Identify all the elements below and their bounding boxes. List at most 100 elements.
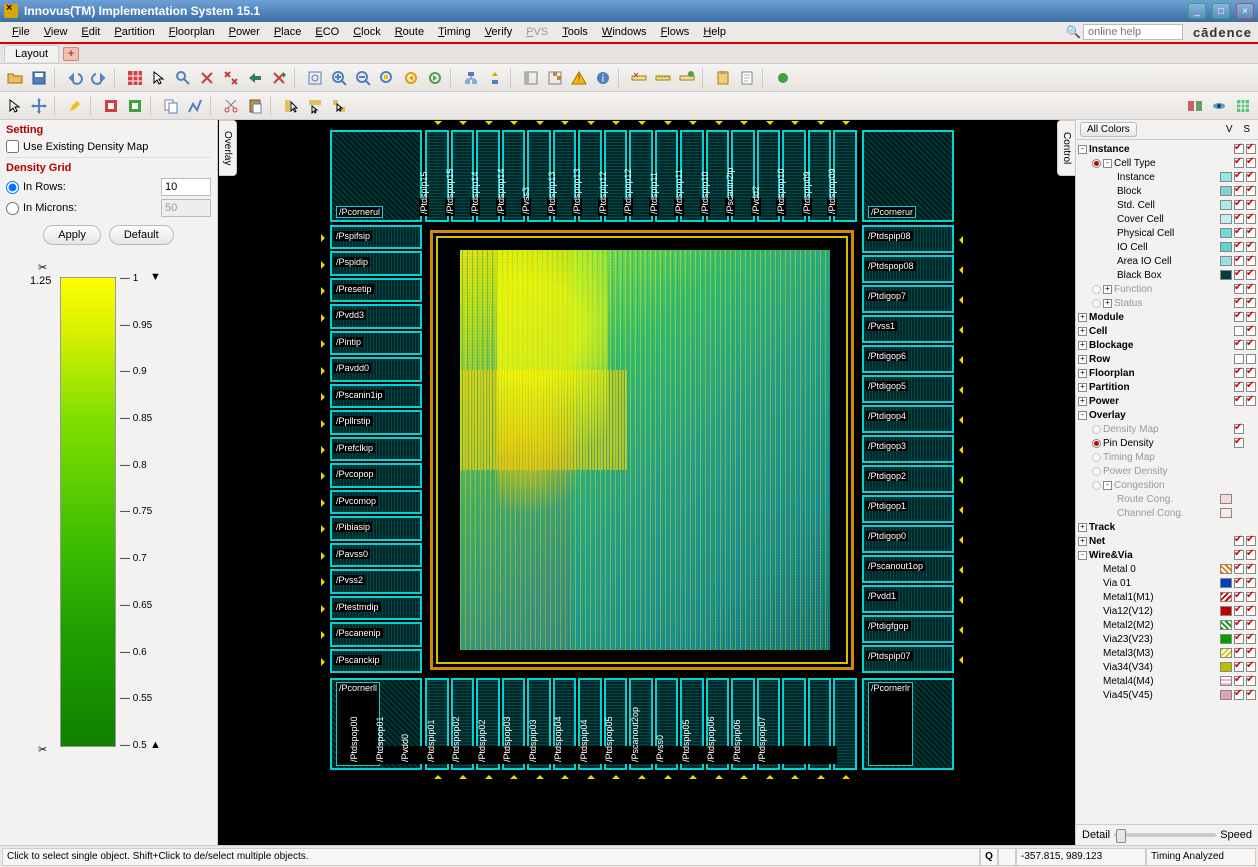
tree-row[interactable]: Via23(V23): [1076, 632, 1258, 646]
tree-expand[interactable]: +: [1078, 369, 1087, 378]
record-icon[interactable]: [772, 67, 794, 89]
zoom-in-icon[interactable]: [328, 67, 350, 89]
layout-canvas[interactable]: /Pcornerul/Pcornerur/Pcornerll/Pcornerlr…: [218, 120, 1075, 845]
select-checkbox[interactable]: [1246, 256, 1256, 266]
control-tab[interactable]: Control: [1057, 120, 1075, 176]
tree-radio[interactable]: [1092, 425, 1101, 434]
panel-l-icon[interactable]: [520, 67, 542, 89]
tree-row[interactable]: -Overlay: [1076, 408, 1258, 422]
select-checkbox[interactable]: [1246, 340, 1256, 350]
pad-right[interactable]: /Ptdigop7: [862, 285, 954, 313]
tree-expand[interactable]: +: [1103, 299, 1112, 308]
pad-left[interactable]: /Pscanin1ip: [330, 384, 422, 408]
pad-left[interactable]: /Prefclkip: [330, 437, 422, 461]
color-swatch[interactable]: [1220, 186, 1232, 196]
tree-row[interactable]: Physical Cell: [1076, 226, 1258, 240]
tree-row[interactable]: +Power: [1076, 394, 1258, 408]
tree-expand[interactable]: +: [1078, 341, 1087, 350]
pad-right[interactable]: /Ptdigop1: [862, 495, 954, 523]
pad-right[interactable]: /Ptdigop3: [862, 435, 954, 463]
tree-row[interactable]: Metal2(M2): [1076, 618, 1258, 632]
color-swatch[interactable]: [1220, 256, 1232, 266]
tree-row[interactable]: Power Density: [1076, 464, 1258, 478]
visible-checkbox[interactable]: [1234, 676, 1244, 686]
pad-left[interactable]: /Pspifsip: [330, 225, 422, 249]
x2-cursor-icon[interactable]: [220, 67, 242, 89]
menu-route[interactable]: Route: [389, 24, 430, 40]
cursor-icon[interactable]: [148, 67, 170, 89]
color-swatch[interactable]: [1220, 172, 1232, 182]
tree-radio[interactable]: [1092, 439, 1101, 448]
rows-input[interactable]: [161, 178, 211, 196]
visible-checkbox[interactable]: [1234, 172, 1244, 182]
zoom-fit-icon[interactable]: [304, 67, 326, 89]
copy-icon[interactable]: [160, 95, 182, 117]
visible-checkbox[interactable]: [1234, 354, 1244, 364]
visible-checkbox[interactable]: [1234, 536, 1244, 546]
tree-row[interactable]: +Row: [1076, 352, 1258, 366]
tab-layout[interactable]: Layout: [4, 45, 59, 62]
menu-partition[interactable]: Partition: [108, 24, 160, 40]
menu-view[interactable]: View: [38, 24, 74, 40]
select-checkbox[interactable]: [1246, 368, 1256, 378]
select-checkbox[interactable]: [1246, 158, 1256, 168]
help-search-input[interactable]: [1083, 24, 1183, 40]
menu-windows[interactable]: Windows: [596, 24, 653, 40]
tree-row[interactable]: Black Box: [1076, 268, 1258, 282]
tree-expand[interactable]: +: [1078, 383, 1087, 392]
pad-right[interactable]: /Ptdigop6: [862, 345, 954, 373]
select-checkbox[interactable]: [1246, 676, 1256, 686]
color-swatch[interactable]: [1220, 228, 1232, 238]
select-checkbox[interactable]: [1246, 354, 1256, 364]
visible-checkbox[interactable]: [1234, 564, 1244, 574]
visible-checkbox[interactable]: [1234, 242, 1244, 252]
select-checkbox[interactable]: [1246, 606, 1256, 616]
snap1-icon[interactable]: [280, 95, 302, 117]
place-red-icon[interactable]: [100, 95, 122, 117]
tree-row[interactable]: Metal4(M4): [1076, 674, 1258, 688]
visible-checkbox[interactable]: [1234, 340, 1244, 350]
tree-row[interactable]: Route Cong.: [1076, 492, 1258, 506]
menu-floorplan[interactable]: Floorplan: [163, 24, 221, 40]
select-checkbox[interactable]: [1246, 648, 1256, 658]
tree-expand[interactable]: +: [1078, 537, 1087, 546]
ruler-icon[interactable]: [652, 67, 674, 89]
tree-row[interactable]: +Floorplan: [1076, 366, 1258, 380]
color-swatch[interactable]: [1220, 690, 1232, 700]
tree-row[interactable]: +Module: [1076, 310, 1258, 324]
visible-checkbox[interactable]: [1234, 648, 1244, 658]
cut-icon[interactable]: [220, 95, 242, 117]
grid-red-icon[interactable]: [124, 67, 146, 89]
pad-bottom[interactable]: /Ptdspop07: [833, 678, 857, 770]
zoom-next-icon[interactable]: [424, 67, 446, 89]
menu-verify[interactable]: Verify: [479, 24, 519, 40]
select-checkbox[interactable]: [1246, 592, 1256, 602]
tree-row[interactable]: +Partition: [1076, 380, 1258, 394]
tree-row[interactable]: Via45(V45): [1076, 688, 1258, 702]
visible-checkbox[interactable]: [1234, 424, 1244, 434]
pad-left[interactable]: /Pvss2: [330, 569, 422, 593]
scale-bottom-arrow[interactable]: ▲: [150, 739, 161, 751]
menu-clock[interactable]: Clock: [347, 24, 387, 40]
pad-left[interactable]: /Pspidip: [330, 251, 422, 275]
snap3-icon[interactable]: [328, 95, 350, 117]
visible-checkbox[interactable]: [1234, 284, 1244, 294]
select-icon[interactable]: [4, 95, 26, 117]
core-area[interactable]: [460, 250, 830, 650]
menu-place[interactable]: Place: [268, 24, 308, 40]
tree-row[interactable]: +Cell: [1076, 324, 1258, 338]
select-checkbox[interactable]: [1246, 578, 1256, 588]
visible-checkbox[interactable]: [1234, 620, 1244, 630]
save-icon[interactable]: [28, 67, 50, 89]
visible-checkbox[interactable]: [1234, 186, 1244, 196]
visible-checkbox[interactable]: [1234, 662, 1244, 672]
pad-left[interactable]: /Pintip: [330, 331, 422, 355]
tree-row[interactable]: +Net: [1076, 534, 1258, 548]
menu-help[interactable]: Help: [697, 24, 732, 40]
visible-checkbox[interactable]: [1234, 368, 1244, 378]
select-checkbox[interactable]: [1246, 382, 1256, 392]
minimize-button[interactable]: _: [1188, 3, 1206, 19]
pad-right[interactable]: /Ptdigop5: [862, 375, 954, 403]
pad-right[interactable]: /Pvdd1: [862, 585, 954, 613]
tree-expand[interactable]: +: [1103, 285, 1112, 294]
